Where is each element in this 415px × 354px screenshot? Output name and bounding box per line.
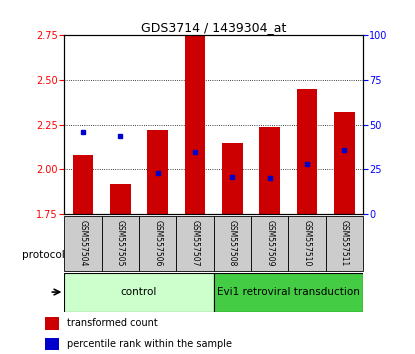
Bar — [73, 155, 93, 214]
Bar — [326, 216, 363, 271]
Bar — [259, 127, 280, 214]
Bar — [64, 273, 214, 312]
Bar — [222, 143, 243, 214]
Text: GSM557510: GSM557510 — [303, 220, 312, 267]
Text: Evi1 retroviral transduction: Evi1 retroviral transduction — [217, 287, 360, 297]
Bar — [45, 318, 59, 330]
Bar — [297, 89, 317, 214]
Text: GSM557505: GSM557505 — [116, 220, 125, 267]
Bar — [214, 216, 251, 271]
Bar — [102, 216, 139, 271]
Text: percentile rank within the sample: percentile rank within the sample — [67, 339, 232, 349]
Text: GSM557506: GSM557506 — [153, 220, 162, 267]
Bar — [251, 216, 288, 271]
Text: GSM557508: GSM557508 — [228, 220, 237, 267]
Text: GSM557507: GSM557507 — [190, 220, 200, 267]
Text: GSM557511: GSM557511 — [340, 220, 349, 267]
Bar — [176, 216, 214, 271]
Text: protocol: protocol — [22, 250, 64, 260]
Bar — [45, 338, 59, 350]
Text: control: control — [121, 287, 157, 297]
Text: GSM557504: GSM557504 — [78, 220, 88, 267]
Title: GDS3714 / 1439304_at: GDS3714 / 1439304_at — [141, 21, 286, 34]
Bar — [288, 216, 326, 271]
Bar — [64, 216, 102, 271]
Bar — [214, 273, 363, 312]
Text: GSM557509: GSM557509 — [265, 220, 274, 267]
Bar — [110, 184, 131, 214]
Bar — [185, 14, 205, 214]
Bar — [334, 112, 355, 214]
Bar — [139, 216, 176, 271]
Text: transformed count: transformed count — [67, 319, 158, 329]
Bar — [147, 130, 168, 214]
